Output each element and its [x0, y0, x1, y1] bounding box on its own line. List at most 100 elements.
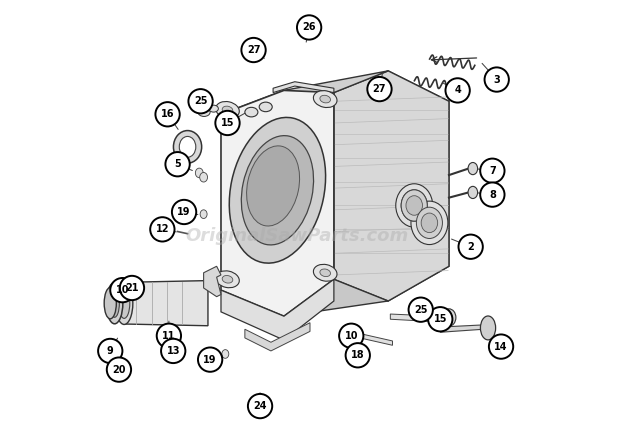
Text: 26: 26 [303, 22, 316, 32]
Circle shape [248, 394, 272, 418]
Circle shape [172, 200, 197, 224]
Ellipse shape [421, 213, 438, 232]
Text: 25: 25 [414, 305, 427, 315]
Text: 9: 9 [107, 346, 113, 356]
Ellipse shape [229, 118, 326, 263]
Ellipse shape [468, 163, 477, 175]
Polygon shape [440, 325, 484, 332]
Ellipse shape [401, 190, 427, 221]
Ellipse shape [396, 184, 433, 227]
Ellipse shape [417, 207, 443, 239]
Text: 18: 18 [351, 350, 365, 360]
Ellipse shape [200, 210, 207, 218]
Circle shape [110, 278, 135, 302]
Ellipse shape [222, 106, 233, 114]
Ellipse shape [313, 90, 337, 108]
Ellipse shape [405, 194, 423, 216]
Polygon shape [221, 90, 334, 316]
Ellipse shape [118, 288, 130, 319]
Circle shape [241, 38, 266, 62]
Ellipse shape [406, 196, 422, 215]
Circle shape [215, 111, 240, 135]
Ellipse shape [174, 131, 202, 163]
Ellipse shape [480, 316, 495, 340]
Polygon shape [203, 266, 221, 297]
Ellipse shape [422, 213, 437, 232]
Circle shape [161, 339, 185, 363]
Ellipse shape [259, 102, 272, 112]
Circle shape [446, 78, 470, 103]
Ellipse shape [200, 173, 208, 182]
Ellipse shape [411, 201, 448, 245]
Polygon shape [391, 314, 438, 322]
Circle shape [345, 343, 370, 368]
Circle shape [120, 276, 144, 300]
Text: 25: 25 [194, 96, 207, 106]
Circle shape [339, 323, 363, 348]
Ellipse shape [198, 108, 210, 116]
Polygon shape [273, 82, 334, 93]
Polygon shape [245, 323, 310, 351]
Ellipse shape [222, 350, 229, 358]
Ellipse shape [442, 309, 456, 326]
Ellipse shape [241, 135, 314, 245]
Text: 7: 7 [489, 166, 496, 176]
Ellipse shape [468, 186, 477, 198]
Text: 10: 10 [345, 331, 358, 341]
Text: 3: 3 [494, 75, 500, 84]
Text: 27: 27 [373, 84, 386, 94]
Circle shape [480, 183, 505, 207]
Circle shape [107, 357, 131, 382]
Ellipse shape [179, 136, 196, 157]
Ellipse shape [401, 190, 427, 221]
Text: 15: 15 [433, 314, 447, 324]
Text: 5: 5 [174, 159, 181, 169]
Polygon shape [334, 71, 449, 301]
Ellipse shape [110, 289, 120, 317]
Circle shape [98, 339, 122, 363]
Text: 12: 12 [156, 224, 169, 234]
Polygon shape [221, 279, 334, 340]
Polygon shape [334, 71, 449, 301]
Ellipse shape [209, 105, 218, 112]
Circle shape [156, 102, 180, 126]
Text: 10: 10 [116, 285, 129, 295]
Text: 15: 15 [221, 118, 234, 128]
Text: 14: 14 [494, 342, 508, 352]
Circle shape [150, 217, 174, 242]
Polygon shape [221, 71, 388, 114]
Ellipse shape [320, 269, 330, 277]
Text: 8: 8 [489, 190, 496, 200]
Polygon shape [221, 279, 388, 316]
Ellipse shape [313, 264, 337, 281]
Text: 19: 19 [177, 207, 191, 217]
Ellipse shape [320, 95, 330, 103]
Text: 20: 20 [112, 364, 126, 375]
Ellipse shape [417, 209, 441, 237]
Ellipse shape [216, 101, 239, 118]
Circle shape [297, 15, 321, 40]
Text: 4: 4 [454, 85, 461, 95]
Ellipse shape [107, 283, 123, 324]
Circle shape [198, 347, 223, 372]
Circle shape [166, 152, 190, 177]
Ellipse shape [245, 108, 258, 117]
Circle shape [480, 159, 505, 183]
Ellipse shape [247, 146, 299, 226]
Text: 16: 16 [161, 109, 174, 119]
Circle shape [157, 323, 181, 348]
Text: 21: 21 [125, 283, 139, 293]
Circle shape [188, 89, 213, 114]
Circle shape [485, 67, 509, 92]
Circle shape [489, 334, 513, 359]
Circle shape [428, 307, 453, 331]
Text: OriginalSawParts.com: OriginalSawParts.com [185, 227, 409, 245]
Ellipse shape [222, 275, 233, 283]
Circle shape [459, 235, 483, 259]
Text: 11: 11 [162, 331, 175, 341]
Polygon shape [360, 333, 392, 345]
Text: 27: 27 [247, 45, 260, 55]
Polygon shape [124, 281, 208, 326]
Text: 24: 24 [254, 401, 267, 411]
Text: 2: 2 [467, 242, 474, 252]
